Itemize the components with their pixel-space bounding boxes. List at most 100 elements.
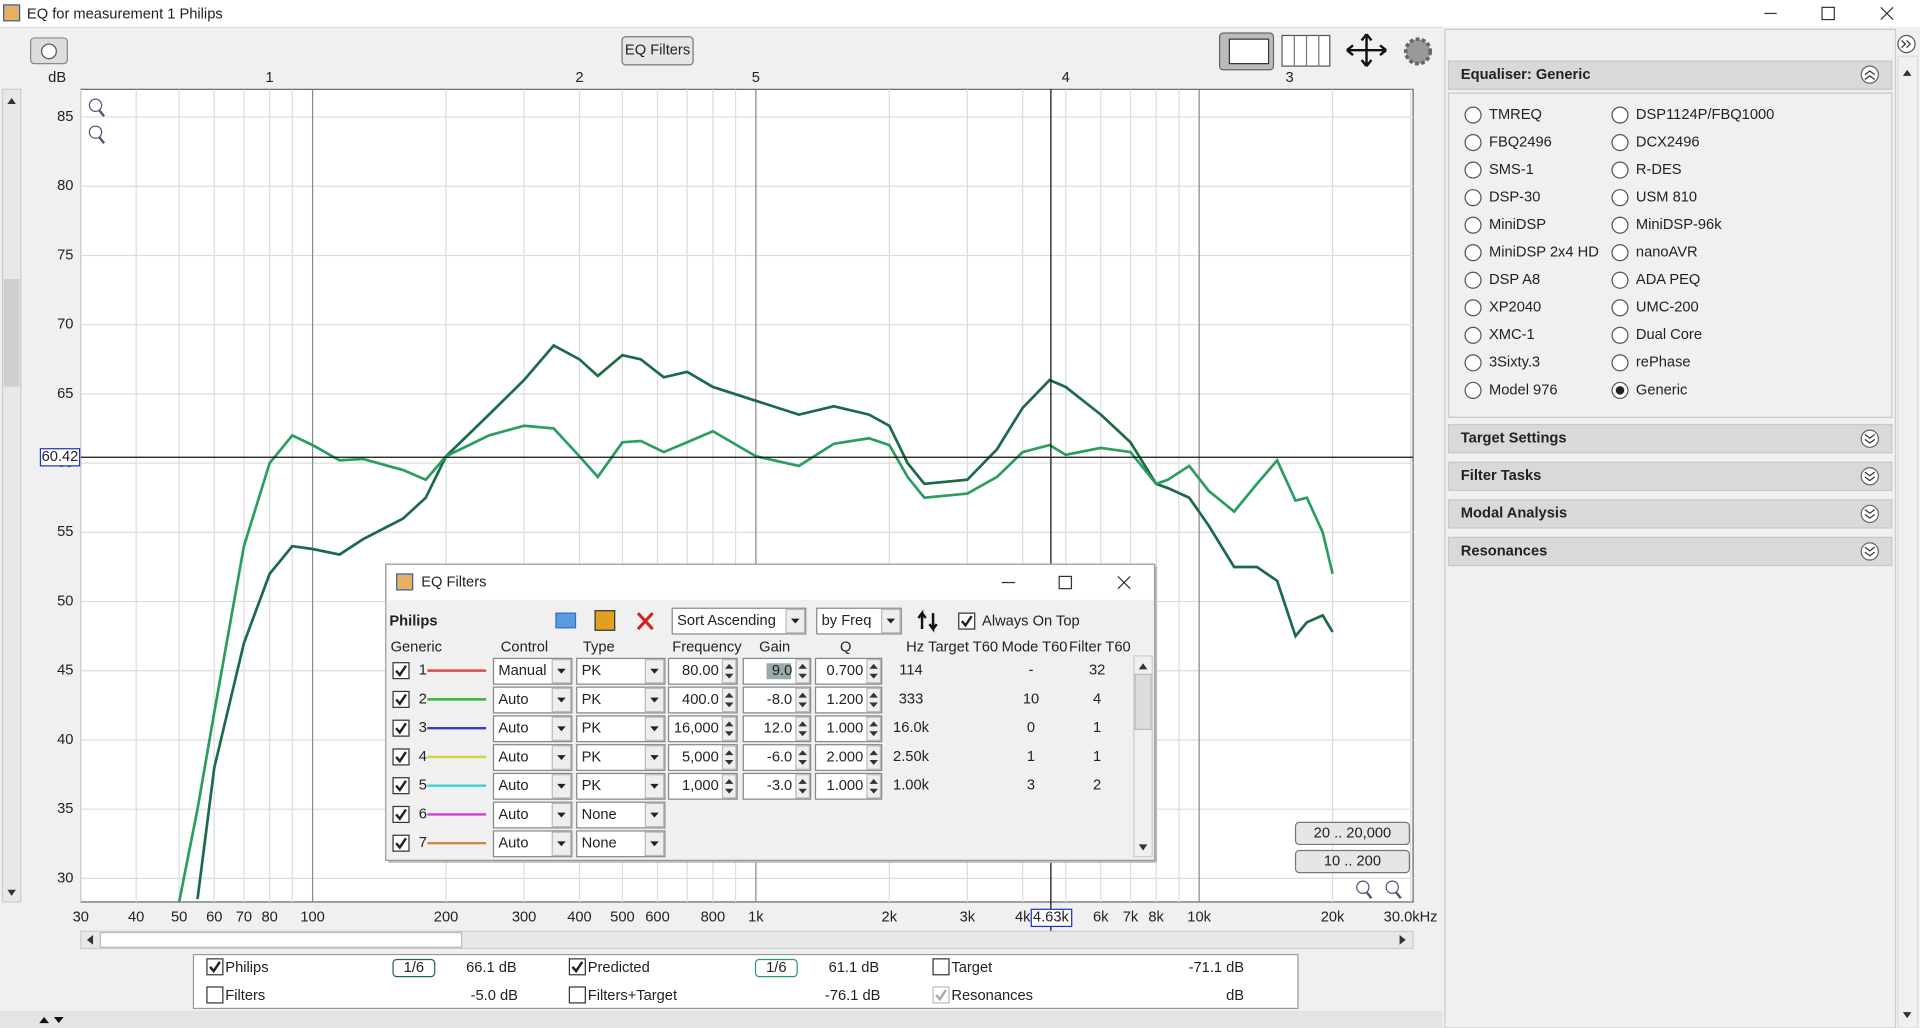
- section-header[interactable]: [1447, 499, 1893, 529]
- spinner-buttons[interactable]: [721, 659, 737, 684]
- cursor-x-box: [1030, 908, 1073, 928]
- checkbox[interactable]: [392, 834, 410, 852]
- equaliser-header[interactable]: [1447, 60, 1893, 90]
- checkbox[interactable]: [568, 958, 586, 976]
- radio-button[interactable]: [1464, 106, 1482, 124]
- radio-button[interactable]: [1611, 244, 1629, 262]
- radio-label: MiniDSP: [1489, 217, 1546, 233]
- spin-up: [724, 692, 734, 698]
- y-unit: dB: [48, 70, 66, 86]
- radio-button[interactable]: [1611, 271, 1629, 289]
- spinner-buttons[interactable]: [795, 774, 810, 799]
- section-title: Target Settings: [1461, 431, 1567, 447]
- radio-button[interactable]: [1464, 161, 1482, 179]
- zoom-button[interactable]: [1356, 880, 1370, 894]
- spinner-value: 16,000: [674, 721, 719, 737]
- spinner-buttons[interactable]: [866, 687, 882, 713]
- radio-button[interactable]: [1464, 244, 1482, 262]
- radio-button[interactable]: [1464, 189, 1482, 207]
- x-tick-label: 70: [236, 910, 252, 926]
- radio-button[interactable]: [1611, 326, 1629, 344]
- combo-box[interactable]: [671, 607, 807, 635]
- spin-down: [724, 788, 734, 794]
- spinner-buttons[interactable]: [866, 659, 882, 684]
- radio-button[interactable]: [1611, 216, 1629, 234]
- spinner-buttons[interactable]: [866, 745, 882, 770]
- spinner-buttons[interactable]: [795, 659, 810, 684]
- collapse-button[interactable]: [1860, 65, 1879, 84]
- radio-button[interactable]: [1464, 216, 1482, 234]
- filter-t60: 1: [1093, 720, 1101, 736]
- open-button[interactable]: [555, 612, 577, 629]
- radio-button[interactable]: [1464, 134, 1482, 152]
- checkbox[interactable]: [392, 719, 410, 737]
- radio-label: MiniDSP-96k: [1636, 217, 1722, 233]
- checkbox[interactable]: [568, 986, 586, 1004]
- delete-button[interactable]: [636, 612, 654, 631]
- spinner-buttons[interactable]: [795, 687, 810, 713]
- button[interactable]: [621, 36, 694, 66]
- radio-button[interactable]: [1464, 326, 1482, 344]
- combo-arrow: [886, 618, 896, 624]
- radio-button[interactable]: [1464, 271, 1482, 289]
- checkbox[interactable]: [206, 958, 224, 976]
- column-header: Generic: [391, 639, 442, 655]
- checkbox[interactable]: [932, 958, 950, 976]
- swap-order-button[interactable]: [917, 609, 938, 633]
- smoothing-badge[interactable]: [392, 958, 436, 978]
- spinner-buttons[interactable]: [866, 716, 882, 742]
- radio-button[interactable]: [1611, 161, 1629, 179]
- radio-button[interactable]: [1464, 299, 1482, 317]
- checkbox[interactable]: [958, 612, 976, 630]
- spinner-buttons[interactable]: [721, 687, 737, 713]
- spin-down: [869, 759, 878, 765]
- spin-down: [869, 731, 878, 737]
- radio-label: DCX2496: [1636, 134, 1700, 150]
- checkbox[interactable]: [392, 805, 410, 824]
- section-header[interactable]: [1447, 424, 1893, 454]
- spinner-buttons[interactable]: [721, 745, 737, 770]
- checkbox[interactable]: [392, 748, 410, 766]
- dialog-close[interactable]: [1117, 575, 1131, 590]
- spinner-buttons[interactable]: [795, 716, 810, 742]
- dialog-maximize[interactable]: [1058, 575, 1073, 590]
- spinner-buttons[interactable]: [795, 745, 810, 770]
- fit-button[interactable]: [1346, 33, 1387, 67]
- section-title: Resonances: [1461, 543, 1547, 559]
- checkbox[interactable]: [206, 986, 224, 1004]
- checkbox[interactable]: [392, 777, 410, 795]
- equaliser-options: [1447, 92, 1893, 418]
- dialog-scroll-thumb[interactable]: [1134, 673, 1152, 731]
- smoothing-badge[interactable]: [754, 958, 798, 978]
- spinner-buttons[interactable]: [866, 774, 882, 799]
- radio-button[interactable]: [1611, 354, 1629, 372]
- zoom-button[interactable]: [1385, 880, 1399, 894]
- radio-button[interactable]: [1464, 354, 1482, 372]
- maximize-button[interactable]: [1821, 6, 1835, 21]
- close-button[interactable]: [1880, 6, 1894, 21]
- section-header[interactable]: [1447, 536, 1893, 567]
- settings-button[interactable]: [1403, 37, 1433, 66]
- radio-button[interactable]: [1464, 381, 1482, 399]
- radio-button[interactable]: [1611, 189, 1629, 207]
- spinner-buttons[interactable]: [721, 774, 737, 799]
- expand-chevrons: [1864, 509, 1876, 519]
- button[interactable]: [1294, 821, 1411, 846]
- column-header: Control: [501, 639, 548, 655]
- zoom-button[interactable]: [88, 125, 103, 139]
- section-header[interactable]: [1447, 461, 1893, 491]
- spinner-buttons[interactable]: [721, 716, 737, 742]
- expand-panel-button[interactable]: [1897, 34, 1916, 54]
- radio-button[interactable]: [1611, 299, 1629, 317]
- checkmark: [960, 615, 973, 628]
- radio-button[interactable]: [1611, 134, 1629, 152]
- filter-marker: 1: [266, 70, 274, 86]
- edit-button[interactable]: [594, 610, 616, 631]
- checkbox[interactable]: [392, 662, 410, 680]
- zoom-button[interactable]: [88, 98, 103, 112]
- radio-button[interactable]: [1611, 106, 1629, 124]
- checkbox[interactable]: [392, 690, 410, 708]
- h-scroll-thumb[interactable]: [99, 931, 463, 948]
- button[interactable]: [1294, 849, 1411, 874]
- plot-lines: [177, 343, 1334, 902]
